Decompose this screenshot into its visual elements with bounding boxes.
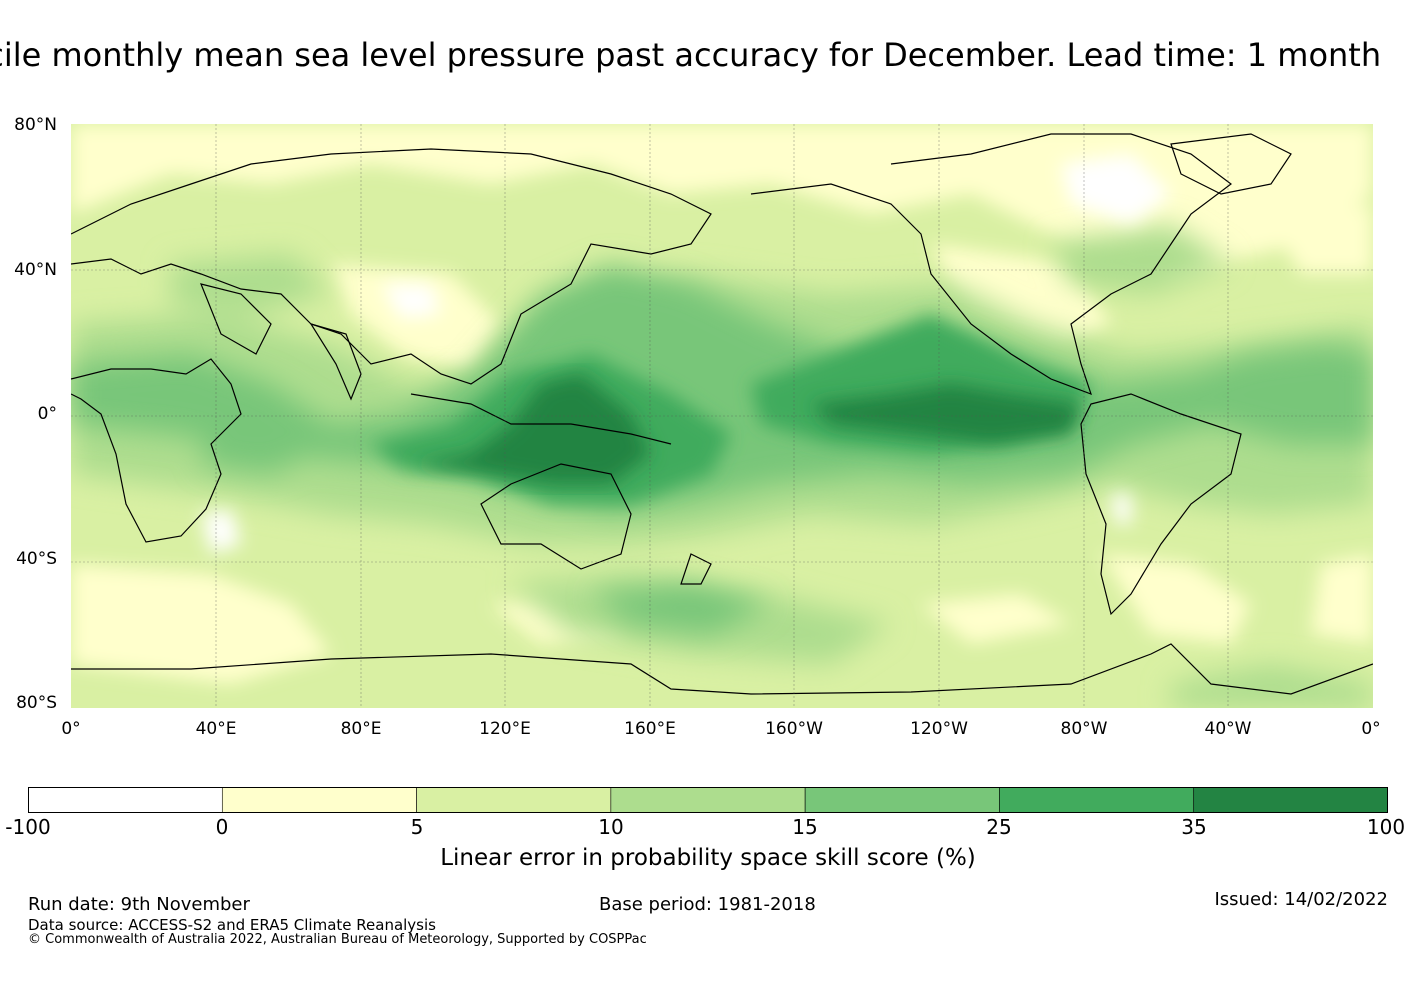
lat-label-40s: 40°S [16, 549, 57, 569]
colorbar-segment [28, 787, 223, 813]
gridlines [71, 124, 1373, 708]
colorbar-tick: 25 [986, 815, 1012, 839]
skill-score-map [71, 124, 1373, 708]
data-source: Data source: ACCESS-S2 and ERA5 Climate … [28, 916, 436, 934]
lat-label-0: 0° [37, 404, 57, 424]
base-period: Base period: 1981-2018 [599, 894, 816, 915]
lon-label: 0° [61, 719, 81, 739]
colorbar-tick: -100 [5, 815, 51, 839]
lon-label: 160°E [624, 719, 676, 739]
chart-title: Tercile monthly mean sea level pressure … [0, 36, 1382, 74]
copyright: © Commonwealth of Australia 2022, Austra… [28, 932, 647, 947]
lon-label: 160°W [765, 719, 823, 739]
colorbar-segment [610, 787, 806, 813]
lat-label-80n: 80°N [14, 115, 57, 135]
colorbar-segment [221, 787, 417, 813]
colorbar-label: Linear error in probability space skill … [440, 845, 976, 871]
colorbar [28, 787, 1388, 813]
colorbar-segment [804, 787, 1000, 813]
lon-label: 40°W [1204, 719, 1252, 739]
skill-band-0-5 [71, 124, 1373, 684]
colorbar-tick: 35 [1181, 815, 1207, 839]
lon-label: 0° [1361, 719, 1381, 739]
lat-label-80s: 80°S [16, 693, 57, 713]
lon-label: 120°W [910, 719, 968, 739]
coastlines [71, 133, 1373, 695]
lon-label: 80°E [340, 719, 382, 739]
lon-label: 40°E [195, 719, 237, 739]
colorbar-tick: 10 [598, 815, 624, 839]
colorbar-tick: 0 [215, 815, 229, 839]
lon-label: 120°E [479, 719, 531, 739]
issued-date: Issued: 14/02/2022 [1214, 889, 1388, 910]
skill-band-35-100 [411, 374, 1081, 484]
colorbar-tick: 15 [792, 815, 818, 839]
colorbar-segment [416, 787, 612, 813]
skill-band-negative [201, 154, 1171, 554]
lon-label: 80°W [1060, 719, 1108, 739]
colorbar-tick: 5 [410, 815, 424, 839]
colorbar-segment [999, 787, 1195, 813]
colorbar-segment [1193, 787, 1388, 813]
lat-label-40n: 40°N [14, 260, 57, 280]
run-date: Run date: 9th November [28, 894, 250, 915]
colorbar-tick: 100 [1366, 815, 1406, 839]
